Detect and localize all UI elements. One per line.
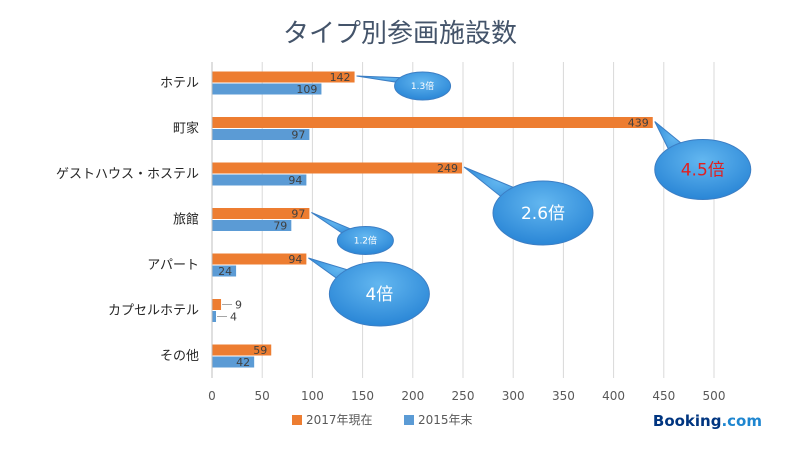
callout-bubble: 2.6倍 <box>463 166 594 246</box>
data-label: 142 <box>330 71 351 84</box>
x-tick-label: 500 <box>703 389 726 403</box>
bar-2015 <box>212 220 292 231</box>
bar-2017 <box>212 71 355 83</box>
bar-2015 <box>212 311 217 322</box>
data-label: 439 <box>628 117 649 130</box>
x-tick-label: 400 <box>602 389 625 403</box>
callout-label: 1.2倍 <box>354 235 377 247</box>
category-label: その他 <box>160 349 199 364</box>
data-label: 97 <box>291 208 305 221</box>
callout-bubble: 1.2倍 <box>311 212 394 255</box>
data-label: 94 <box>288 174 302 187</box>
category-label: アパート <box>147 258 199 273</box>
brand-name: Booking <box>652 412 722 430</box>
data-label: 94 <box>288 253 302 266</box>
callout-bubble: 4倍 <box>308 257 430 327</box>
callout-label: 1.3倍 <box>411 80 434 92</box>
callout-label: 2.6倍 <box>521 204 565 224</box>
data-label: 109 <box>296 83 317 96</box>
booking-logo: Booking.com <box>653 412 762 430</box>
legend-label: 2017年現在 <box>306 413 373 427</box>
category-label: ゲストハウス・ホステル <box>56 167 199 182</box>
data-label: 97 <box>291 129 305 142</box>
callout-ellipse <box>336 226 394 255</box>
x-tick-label: 50 <box>255 389 270 403</box>
bar-2015 <box>212 265 237 277</box>
brand-suffix: .com <box>721 412 762 430</box>
bar-2017 <box>212 208 310 219</box>
bar-2015 <box>212 83 322 95</box>
x-tick-label: 250 <box>452 389 475 403</box>
callout-ellipse <box>654 139 752 200</box>
callout-label: 4倍 <box>365 285 393 305</box>
chart-title: タイプ別参画施設数 <box>283 19 517 49</box>
callout-ellipse <box>394 71 452 101</box>
data-label: 4 <box>230 311 237 324</box>
x-tick-label: 100 <box>301 389 324 403</box>
callout-bubble: 1.3倍 <box>356 71 452 101</box>
bar-2017 <box>212 299 222 310</box>
callout-ellipse <box>328 261 430 327</box>
bar-2015 <box>212 129 310 140</box>
x-tick-label: 150 <box>351 389 374 403</box>
callout-bubble: 4.5倍 <box>654 121 752 200</box>
legend-swatch <box>404 415 414 425</box>
bar-2015 <box>212 356 255 368</box>
data-label: 24 <box>218 265 232 278</box>
x-tick-label: 450 <box>652 389 675 403</box>
bar-2017 <box>212 117 653 128</box>
bar-2015 <box>212 174 307 186</box>
x-tick-label: 0 <box>208 389 216 403</box>
x-tick-label: 350 <box>552 389 575 403</box>
legend-label: 2015年末 <box>418 413 473 427</box>
x-tick-label: 300 <box>502 389 525 403</box>
callout-label: 4.5倍 <box>681 160 725 180</box>
data-label: 9 <box>235 299 242 312</box>
data-label: 42 <box>236 356 250 369</box>
bar-2017 <box>212 253 307 265</box>
data-label: 79 <box>273 220 287 233</box>
x-tick-label: 200 <box>401 389 424 403</box>
legend-swatch <box>292 415 302 425</box>
bar-2017 <box>212 344 272 356</box>
bar-2017 <box>212 162 462 174</box>
category-label: カプセルホテル <box>108 304 199 319</box>
data-label: 59 <box>253 344 267 357</box>
category-label: ホテル <box>160 76 199 91</box>
data-label: 249 <box>437 162 458 175</box>
callout-ellipse <box>492 180 594 246</box>
category-label: 旅館 <box>173 213 199 228</box>
category-label: 町家 <box>173 121 199 137</box>
